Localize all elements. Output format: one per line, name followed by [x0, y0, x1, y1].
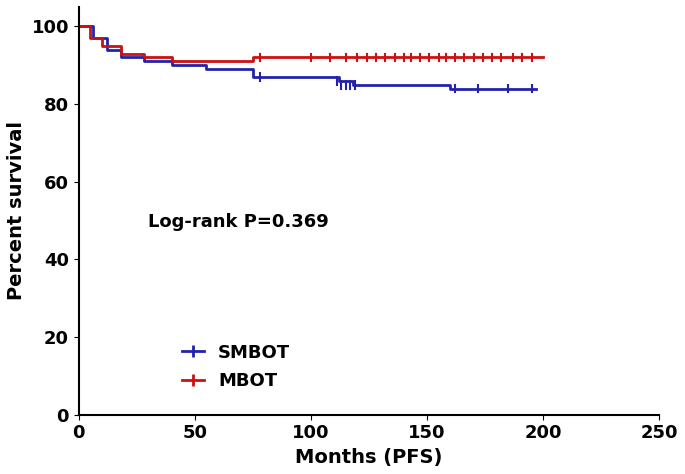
Legend: SMBOT, MBOT: SMBOT, MBOT	[175, 337, 297, 398]
X-axis label: Months (PFS): Months (PFS)	[295, 448, 443, 467]
Text: Log-rank P=0.369: Log-rank P=0.369	[149, 213, 329, 231]
Y-axis label: Percent survival: Percent survival	[7, 121, 26, 301]
